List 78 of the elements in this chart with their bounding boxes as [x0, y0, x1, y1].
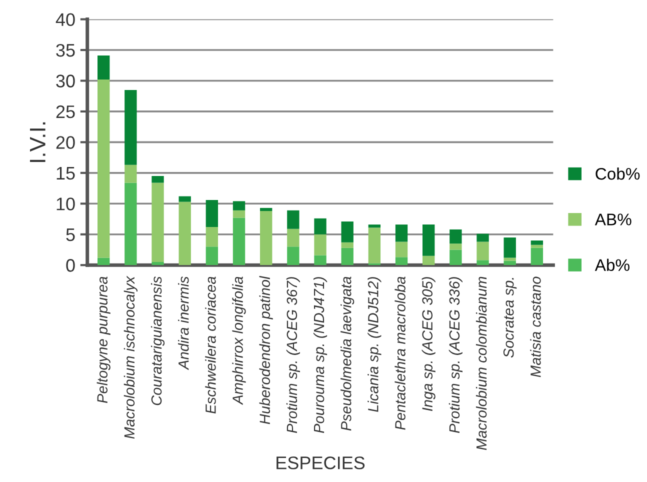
bar — [206, 246, 218, 266]
y-tick-label: 0 — [66, 259, 75, 272]
y-tick-label: 20 — [56, 136, 75, 149]
bar — [368, 224, 381, 228]
bar — [341, 242, 354, 248]
bar — [422, 224, 435, 256]
x-tick-label: Couratariguianensis — [150, 276, 165, 406]
bar — [476, 260, 489, 266]
bar — [206, 200, 218, 227]
bar — [504, 258, 516, 261]
bar — [152, 182, 164, 262]
bar — [232, 210, 246, 218]
bar — [504, 260, 516, 266]
y-tick-label: 15 — [56, 167, 75, 180]
y-tick-label: 35 — [56, 44, 75, 57]
bar — [368, 228, 381, 264]
bar — [287, 246, 300, 266]
bar — [98, 80, 110, 258]
x-tick-label: Peltogyne purpurea — [96, 276, 110, 404]
x-tick-label: Macrolobium ischnocalyx — [124, 276, 138, 439]
x-tick-label: Eschweilera coriacea — [205, 276, 216, 414]
bar — [476, 234, 489, 242]
bar — [530, 240, 544, 245]
legend-label: AB% — [594, 214, 632, 226]
bar — [314, 234, 326, 256]
y-tick-label: 5 — [66, 228, 75, 242]
bar — [422, 256, 435, 266]
bar — [450, 229, 462, 244]
x-tick-label: Pentaclethra macroloba — [394, 276, 406, 430]
bar — [287, 210, 300, 229]
bar — [395, 224, 408, 242]
bar — [287, 228, 300, 247]
y-tick-label: 30 — [56, 74, 75, 88]
x-tick-label: Pseudolmedia laevigata — [340, 276, 354, 431]
bar — [178, 202, 191, 266]
bar — [341, 221, 354, 242]
bar — [476, 242, 489, 260]
x-tick-label: Protium sp. (ACEG 336) — [448, 277, 462, 433]
bar — [530, 248, 544, 266]
bar — [206, 227, 218, 247]
bar — [314, 218, 326, 234]
bar — [395, 242, 408, 258]
y-axis-title: I.V.I. — [30, 122, 46, 162]
x-tick-label: Macrolobium colombianum — [476, 276, 487, 450]
bar — [152, 262, 164, 266]
legend-label: Cob% — [596, 168, 640, 180]
x-tick-label: Socratea sp. — [503, 278, 517, 358]
x-tick-label: Andira inermis — [178, 276, 189, 370]
bar — [341, 248, 354, 266]
bar — [260, 211, 272, 266]
bar — [504, 237, 516, 258]
bar — [395, 257, 408, 266]
x-tick-label: Protium sp. (ACEG 367) — [286, 277, 300, 433]
bar — [314, 255, 326, 266]
y-tick-label: 25 — [56, 105, 75, 118]
x-tick-label: Huberodendron patinol — [259, 276, 273, 424]
x-tick-label: Amphirrox longifolia — [232, 276, 246, 405]
y-tick-label: 40 — [56, 13, 75, 26]
bar — [232, 218, 246, 266]
bar — [530, 244, 544, 248]
bar — [98, 56, 110, 80]
bar — [178, 196, 191, 202]
x-tick-label: Pourouma sp. (NDJ471) — [313, 277, 328, 433]
x-tick-label: Licania sp. (NDJ512) — [368, 277, 382, 412]
x-tick-label: Matisia castano — [530, 276, 541, 378]
bar — [232, 201, 246, 210]
bar — [124, 164, 137, 183]
bar — [260, 208, 272, 212]
x-tick-label: Inga sp. (ACEG 305) — [422, 277, 436, 411]
bar — [124, 182, 137, 266]
bar — [450, 250, 462, 266]
legend-label: Ab% — [594, 258, 630, 271]
bar — [98, 258, 110, 266]
y-tick-label: 10 — [56, 198, 75, 210]
bar — [124, 90, 137, 165]
bar — [450, 244, 462, 250]
x-axis-title: ESPECIES — [276, 456, 365, 470]
bar — [152, 176, 164, 183]
